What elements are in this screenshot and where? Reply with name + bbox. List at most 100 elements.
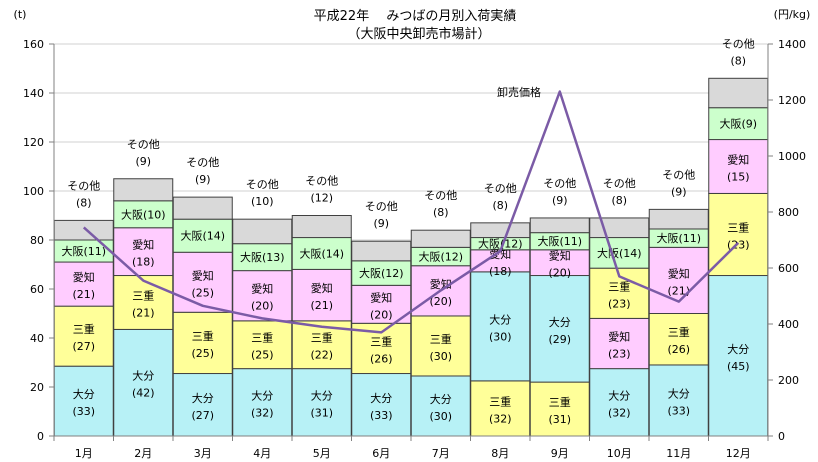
segment-name-label: 三重 xyxy=(192,329,214,343)
segment-value-label: (27) xyxy=(72,340,95,353)
x-tick-label: 12月 xyxy=(726,447,751,460)
y2-tick-label: 200 xyxy=(778,374,799,387)
segment-name-label: 大分 xyxy=(727,342,749,356)
bar-segment xyxy=(53,219,114,241)
segment-name-label: 愛知 xyxy=(489,247,511,261)
segment-value-label: (33) xyxy=(72,405,95,418)
segment-value-label: (25) xyxy=(191,286,214,299)
x-tick-label: 10月 xyxy=(607,447,632,460)
segment-name-label: その他 xyxy=(186,156,219,169)
y-tick-label: 120 xyxy=(23,136,44,149)
segment-name-label: 三重 xyxy=(727,220,749,234)
segment-name-label: 三重 xyxy=(370,334,392,348)
segment-value-label: (33) xyxy=(370,409,393,422)
segment-name-label: 大阪(10) xyxy=(121,207,166,221)
bar-segment xyxy=(172,218,233,253)
segment-value-label: (15) xyxy=(727,171,750,184)
segment-value-label: (8) xyxy=(433,206,449,219)
segment-value-label: (32) xyxy=(489,412,512,425)
segment-name-label: 三重 xyxy=(668,325,690,339)
segment-name-label: 愛知 xyxy=(430,277,452,291)
segment-name-label: 大分 xyxy=(549,315,571,329)
segment-name-label: 大分 xyxy=(489,312,511,326)
y-tick-label: 140 xyxy=(23,87,44,100)
segment-name-label: その他 xyxy=(603,177,636,190)
segment-value-label: (12) xyxy=(310,192,333,205)
bar-segment xyxy=(232,320,293,370)
segment-name-label: 大阪(11) xyxy=(656,231,701,245)
x-tick-label: 11月 xyxy=(666,447,691,460)
y-tick-label: 20 xyxy=(30,381,44,394)
segment-value-label: (22) xyxy=(310,349,333,362)
segment-name-label: 大阪(14) xyxy=(299,246,344,260)
bar-segment xyxy=(708,107,769,141)
segment-labels: 大分 (33) 三重 (27) 愛知 (21) 大阪(11) その他 (8) 大分 (42) 三重 (2… xyxy=(61,37,757,426)
bar-segment xyxy=(529,381,590,437)
segment-name-label: 三重 xyxy=(311,331,333,345)
y2-tick-label: 1000 xyxy=(778,150,806,163)
segment-value-label: (30) xyxy=(429,410,452,423)
segment-value-label: (20) xyxy=(370,308,393,321)
segment-name-label: 愛知 xyxy=(549,249,571,263)
bar-segment xyxy=(172,311,233,375)
segment-value-label: (8) xyxy=(76,196,92,209)
segment-name-label: 愛知 xyxy=(668,266,690,280)
segment-name-label: 大分 xyxy=(73,387,95,401)
axes xyxy=(49,43,773,441)
segment-value-label: (10) xyxy=(251,195,274,208)
segment-name-label: 愛知 xyxy=(727,153,749,167)
segment-value-label: (31) xyxy=(310,406,333,419)
bar-segment xyxy=(351,284,412,324)
segment-name-label: 大分 xyxy=(311,388,333,402)
segment-value-label: (23) xyxy=(608,297,631,310)
bar-segment xyxy=(291,215,352,239)
bar-segment xyxy=(113,178,174,202)
segment-value-label: (33) xyxy=(667,404,690,417)
bar-segment xyxy=(172,251,233,313)
x-tick-label: 9月 xyxy=(551,447,569,460)
bar-segment xyxy=(589,217,650,239)
segment-name-label: 大分 xyxy=(608,388,630,402)
y-tick-label: 160 xyxy=(23,38,44,51)
price-line-layer xyxy=(82,90,740,334)
bar-segment xyxy=(291,237,352,270)
segment-name-label: 大分 xyxy=(251,388,273,402)
left-axis-ticks: 0 20 40 60 80 100 120 140 160 xyxy=(23,38,44,443)
bar-segment xyxy=(410,375,471,437)
y2-tick-label: 400 xyxy=(778,318,799,331)
x-tick-label: 6月 xyxy=(372,447,390,460)
segment-name-label: 愛知 xyxy=(73,270,95,284)
y2-tick-label: 800 xyxy=(778,206,799,219)
segment-name-label: その他 xyxy=(246,178,279,191)
bar-segment xyxy=(232,270,293,322)
y-tick-label: 80 xyxy=(30,234,44,247)
stacked-bars xyxy=(53,77,769,437)
bar-segment xyxy=(529,217,590,234)
bar-segment xyxy=(351,260,412,286)
segment-name-label: 大分 xyxy=(370,391,392,405)
y2-tick-label: 1200 xyxy=(778,94,806,107)
segment-name-label: 大阪(11) xyxy=(61,244,106,258)
segment-name-label: 大阪(12) xyxy=(418,250,463,264)
segment-name-label: 愛知 xyxy=(370,290,392,304)
bar-segment xyxy=(589,317,650,370)
bar-segment xyxy=(410,265,471,317)
bar-segment xyxy=(232,368,293,437)
y-tick-label: 0 xyxy=(37,430,44,443)
bar-segment xyxy=(291,368,352,437)
segment-name-label: 大阪(12) xyxy=(359,266,404,280)
x-tick-label: 2月 xyxy=(134,447,152,460)
segment-name-label: その他 xyxy=(543,177,576,190)
segment-name-label: 大阪(14) xyxy=(597,246,642,260)
segment-name-label: その他 xyxy=(662,168,695,181)
segment-value-label: (29) xyxy=(548,333,571,346)
right-axis-ticks: 0 200 400 600 800 1000 1200 1400 xyxy=(778,38,806,443)
segment-name-label: 大分 xyxy=(192,391,214,405)
bar-segment xyxy=(648,364,709,437)
segment-value-label: (30) xyxy=(489,330,512,343)
bar-segment xyxy=(589,368,650,437)
segment-value-label: (9) xyxy=(195,173,211,186)
segment-value-label: (31) xyxy=(548,413,571,426)
segment-name-label: 三重 xyxy=(73,322,95,336)
segment-name-label: 愛知 xyxy=(608,330,630,344)
